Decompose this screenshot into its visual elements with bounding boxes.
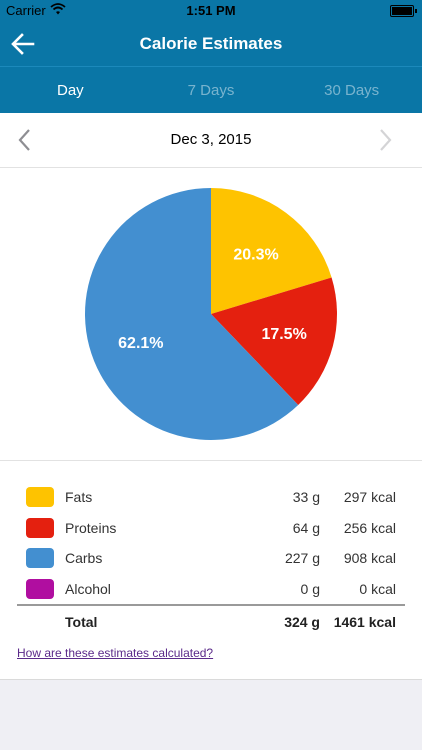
legend-row-alcohol: Alcohol 0 g 0 kcal xyxy=(0,574,422,604)
pie-slice-fats xyxy=(211,188,332,314)
legend-grams: 64 g xyxy=(292,520,320,536)
wifi-icon xyxy=(50,3,66,15)
total-divider xyxy=(17,604,405,606)
legend-label: Carbs xyxy=(65,550,103,566)
date-navigator: Dec 3, 2015 xyxy=(0,113,422,168)
macro-pie-chart: 20.3% 17.5% 62.1% xyxy=(0,168,422,461)
total-grams: 324 g xyxy=(284,614,320,630)
proteins-swatch xyxy=(26,518,54,538)
alcohol-swatch xyxy=(26,579,54,599)
chevron-right-icon[interactable] xyxy=(372,127,396,153)
legend-row-fats: Fats 33 g 297 kcal xyxy=(0,482,422,512)
pie-chart-svg: 20.3% 17.5% 62.1% xyxy=(85,188,337,440)
pie-slice-proteins xyxy=(211,277,337,405)
pie-label-fats: 20.3% xyxy=(233,246,278,263)
tab-7-days[interactable]: 7 Days xyxy=(187,82,235,99)
pie-slice-carbs xyxy=(85,188,299,440)
legend-grams: 0 g xyxy=(300,581,320,597)
estimates-help-link[interactable]: How are these estimates calculated? xyxy=(17,646,214,660)
legend-grams: 33 g xyxy=(292,489,320,505)
legend-row-total: Total 324 g 1461 kcal xyxy=(0,607,422,637)
legend-row-carbs: Carbs 227 g 908 kcal xyxy=(0,543,422,573)
page-title: Calorie Estimates xyxy=(139,34,283,53)
pie-label-proteins: 17.5% xyxy=(261,326,306,343)
battery-icon xyxy=(390,5,417,17)
total-label: Total xyxy=(65,614,98,630)
legend-row-proteins: Proteins 64 g 256 kcal xyxy=(0,513,422,543)
period-tabs: Day 7 Days 30 Days xyxy=(0,66,422,114)
legend-label: Proteins xyxy=(65,520,117,536)
tab-30-days[interactable]: 30 Days xyxy=(324,82,380,99)
pie-label-carbs: 62.1% xyxy=(118,335,163,352)
current-date: Dec 3, 2015 xyxy=(170,131,252,148)
carbs-swatch xyxy=(26,548,54,568)
legend-kcal: 908 kcal xyxy=(343,550,396,566)
nav-bar: Calorie Estimates xyxy=(0,22,422,66)
fats-swatch xyxy=(26,487,54,507)
legend-label: Fats xyxy=(65,489,93,505)
tab-day[interactable]: Day xyxy=(56,82,84,99)
legend-kcal: 0 kcal xyxy=(359,581,396,597)
chevron-left-icon[interactable] xyxy=(14,127,38,153)
legend-grams: 227 g xyxy=(284,550,320,566)
legend-label: Alcohol xyxy=(65,581,111,597)
carrier-label: Carrier xyxy=(6,3,46,18)
status-bar: Carrier 1:51 PM xyxy=(0,0,422,22)
total-kcal: 1461 kcal xyxy=(333,614,396,630)
macro-legend: Fats 33 g 297 kcal Proteins 64 g 256 kca… xyxy=(0,461,422,680)
arrow-left-icon[interactable] xyxy=(8,28,40,60)
legend-kcal: 297 kcal xyxy=(343,489,396,505)
legend-kcal: 256 kcal xyxy=(343,520,396,536)
